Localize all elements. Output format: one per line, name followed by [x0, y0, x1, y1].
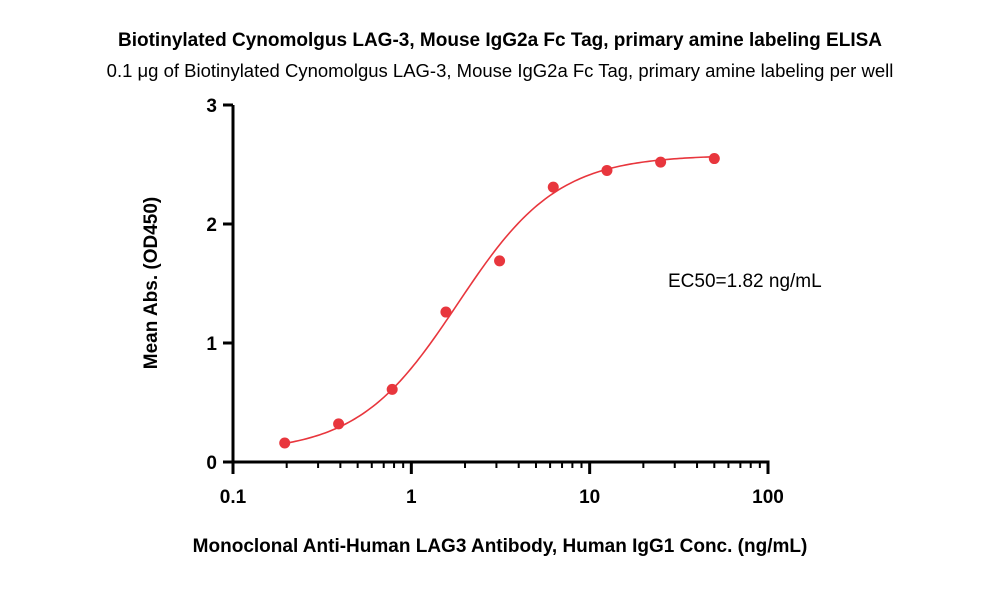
data-point [547, 181, 559, 193]
axes [231, 105, 770, 464]
data-point [440, 306, 452, 318]
y-tick-label: 2 [206, 215, 217, 236]
y-ticks: 0 1 2 3 [206, 96, 233, 474]
data-point [655, 156, 667, 168]
chart-title: Biotinylated Cynomolgus LAG-3, Mouse IgG… [118, 30, 882, 51]
x-axis-title: Monoclonal Anti-Human LAG3 Antibody, Hum… [193, 536, 808, 557]
y-tick-label: 3 [206, 96, 217, 117]
data-point [333, 418, 345, 430]
y-axis-title: Mean Abs. (OD450) [141, 197, 162, 369]
x-tick-label: 10 [579, 487, 600, 508]
data-point [386, 383, 398, 395]
x-tick-label: 100 [752, 487, 784, 508]
y-tick-label: 1 [206, 334, 217, 355]
x-tick-label: 1 [406, 487, 417, 508]
y-tick-label: 0 [206, 453, 217, 474]
data-point [494, 255, 506, 267]
x-tick-label: 0.1 [220, 487, 247, 508]
data-point [708, 153, 720, 165]
fit-curve [284, 155, 715, 445]
ec50-annotation: EC50=1.82 ng/mL [668, 271, 822, 292]
x-ticks: 0.1 1 10 100 [220, 462, 784, 508]
data-point [279, 437, 291, 449]
data-points [279, 153, 720, 449]
data-point [601, 164, 613, 176]
chart-subtitle: 0.1 μg of Biotinylated Cynomolgus LAG-3,… [106, 60, 894, 81]
